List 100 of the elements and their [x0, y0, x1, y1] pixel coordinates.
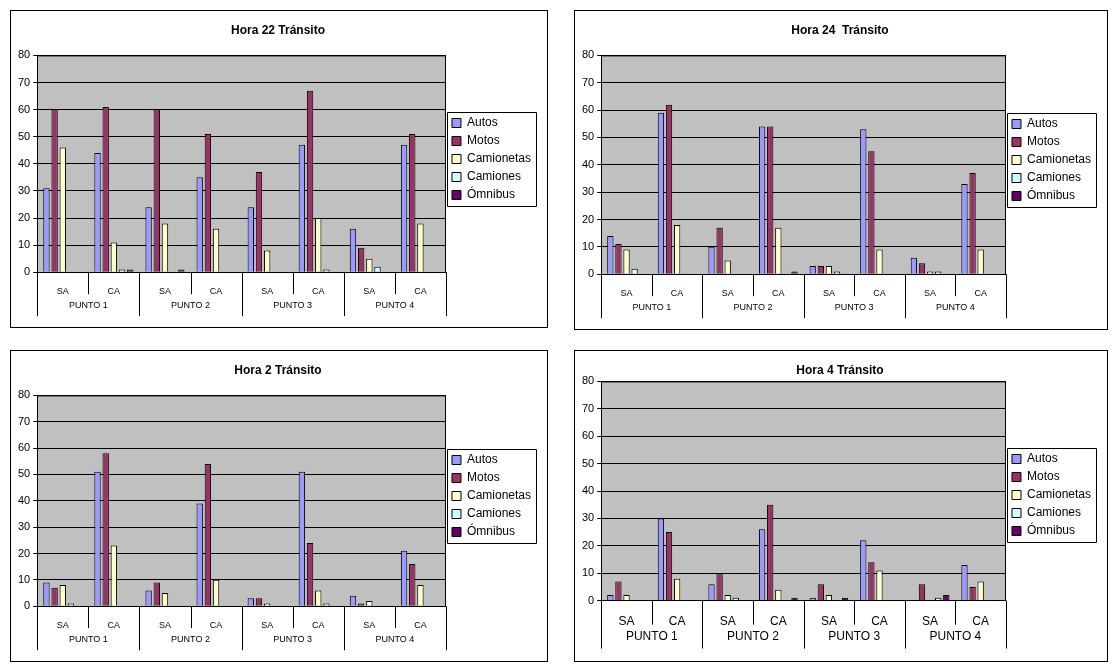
- x-tick-label: CA: [871, 614, 888, 629]
- y-tick-label: 40: [17, 156, 31, 169]
- text: PUNTO 3: [828, 628, 881, 643]
- text: PUNTO 1: [625, 628, 679, 643]
- legend-label: Camiones: [466, 169, 521, 184]
- text: PUNTO 3: [273, 299, 313, 310]
- x-tick-label: SA: [56, 286, 69, 297]
- y-tick-label: 70: [581, 401, 595, 414]
- chart-title: Hora 2 Tránsito: [234, 362, 322, 377]
- legend-label: Autos: [1026, 451, 1058, 466]
- y-tick-label: 80: [581, 48, 595, 61]
- x-tick-label: CA: [209, 620, 223, 631]
- chart-title: Hora 24 Tránsito: [791, 22, 889, 37]
- chart-title: Hora 22 Tránsito: [230, 22, 326, 37]
- text: PUNTO 4: [375, 633, 415, 644]
- chart-title: Hora 4 Tránsito: [796, 362, 884, 377]
- y-tick-label: 50: [581, 130, 595, 143]
- y-tick-label: 0: [588, 267, 595, 280]
- legend-label: Camionetas: [466, 151, 531, 166]
- x-tick-label: SA: [261, 620, 274, 631]
- text: PUNTO 2: [171, 633, 210, 644]
- x-tick-label: CA: [972, 614, 990, 629]
- y-tick-label: 40: [17, 493, 31, 506]
- x-tick-label: SA: [363, 286, 376, 297]
- x-tick-label: SA: [261, 286, 274, 297]
- text: PUNTO 3: [834, 301, 874, 312]
- y-tick-label: 30: [581, 511, 595, 524]
- y-tick-label: 10: [581, 566, 595, 579]
- y-tick-label: 80: [581, 374, 595, 387]
- legend-label: Motos: [1026, 134, 1060, 149]
- x-tick-label: SA: [721, 288, 734, 299]
- legend-label: Camiones: [466, 506, 521, 521]
- y-tick-label: 70: [17, 414, 31, 427]
- legend-label: Autos: [466, 115, 498, 130]
- text: PUNTO 4: [935, 301, 975, 312]
- x-tick-label: SA: [820, 614, 837, 629]
- legend-label: Camionetas: [1026, 487, 1091, 502]
- y-tick-label: 20: [581, 538, 595, 551]
- x-tick-label: CA: [107, 620, 121, 631]
- y-tick-label: 0: [24, 265, 31, 278]
- y-tick-label: 20: [581, 212, 595, 225]
- y-tick-label: 60: [581, 429, 595, 442]
- x-tick-label: SA: [158, 286, 171, 297]
- x-tick-label: SA: [620, 288, 633, 299]
- text: PUNTO 1: [632, 301, 672, 312]
- x-tick-label: CA: [414, 620, 427, 631]
- y-tick-label: 70: [581, 75, 595, 88]
- x-tick-label: CA: [772, 288, 785, 299]
- y-tick-label: 10: [581, 239, 595, 252]
- text: PUNTO 1: [68, 633, 108, 644]
- x-tick-label: SA: [618, 614, 635, 629]
- x-tick-label: SA: [922, 614, 939, 629]
- x-tick-label: CA: [209, 286, 223, 297]
- x-tick-label: SA: [924, 288, 937, 299]
- legend-label: Motos: [466, 133, 500, 148]
- x-tick-label: CA: [873, 288, 886, 299]
- text: PUNTO 2: [733, 301, 773, 312]
- y-tick-label: 20: [17, 546, 31, 559]
- x-tick-label: CA: [107, 286, 121, 297]
- legend-label: Camiones: [1026, 170, 1081, 185]
- legend-label: Ómnibus: [1026, 187, 1075, 203]
- text: PUNTO 3: [273, 633, 313, 644]
- legend-label: Camionetas: [466, 488, 531, 503]
- y-tick-label: 20: [17, 211, 31, 224]
- x-tick-label: SA: [363, 620, 376, 631]
- y-tick-label: 50: [17, 467, 31, 480]
- text: PUNTO 4: [929, 628, 982, 643]
- legend-label: Autos: [466, 452, 498, 467]
- y-tick-label: 50: [17, 129, 31, 142]
- legend-label: Ómnibus: [1026, 522, 1075, 538]
- y-tick-label: 30: [581, 185, 595, 198]
- x-tick-label: CA: [974, 288, 987, 299]
- y-tick-label: 30: [17, 520, 31, 533]
- y-tick-label: 60: [581, 103, 595, 116]
- y-tick-label: 80: [17, 48, 31, 61]
- y-tick-label: 10: [17, 572, 31, 585]
- x-tick-label: CA: [769, 614, 787, 629]
- x-tick-label: CA: [668, 614, 686, 629]
- legend-label: Ómnibus: [466, 523, 515, 539]
- x-tick-label: SA: [158, 620, 171, 631]
- y-tick-label: 60: [17, 102, 31, 115]
- legend-label: Autos: [1026, 116, 1058, 131]
- legend-label: Camiones: [1026, 505, 1081, 520]
- y-tick-label: 70: [17, 75, 31, 88]
- y-tick-label: 60: [17, 441, 31, 454]
- x-tick-label: SA: [719, 614, 736, 629]
- legend-label: Ómnibus: [466, 186, 515, 202]
- x-tick-label: SA: [56, 620, 69, 631]
- text: PUNTO 1: [68, 299, 108, 310]
- y-tick-label: 80: [17, 388, 31, 401]
- text: PUNTO 2: [727, 628, 780, 643]
- y-tick-label: 10: [17, 238, 31, 251]
- legend-label: Motos: [1026, 469, 1060, 484]
- y-tick-label: 40: [581, 484, 595, 497]
- x-tick-label: SA: [822, 288, 835, 299]
- x-tick-label: CA: [311, 286, 325, 297]
- text: PUNTO 2: [171, 299, 210, 310]
- legend-label: Motos: [466, 470, 500, 485]
- x-tick-label: CA: [414, 286, 427, 297]
- y-tick-label: 0: [588, 593, 595, 606]
